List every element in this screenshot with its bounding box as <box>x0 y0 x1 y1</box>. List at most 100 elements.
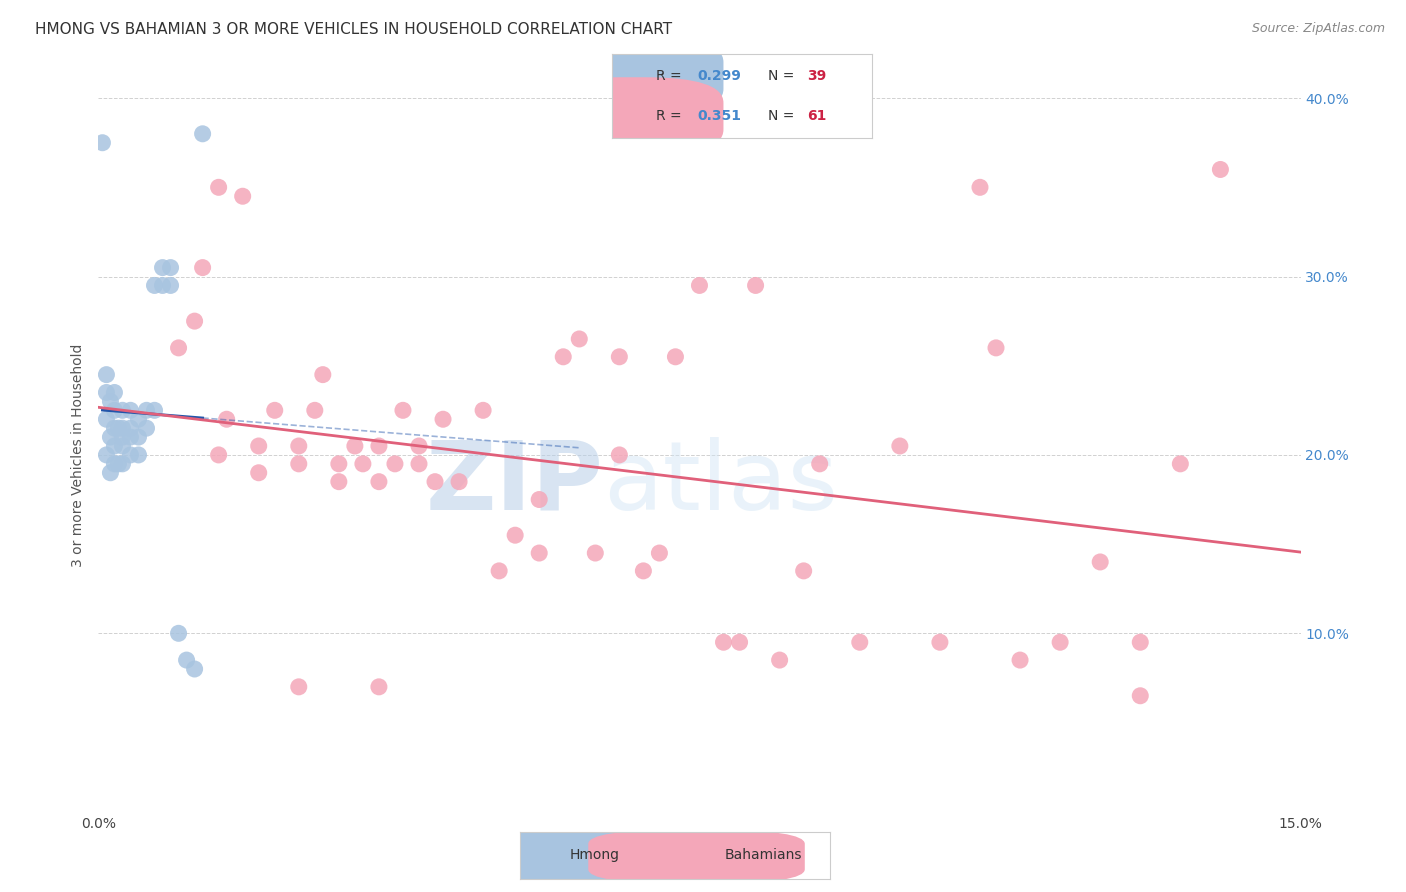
Point <box>648 546 671 560</box>
Text: HMONG VS BAHAMIAN 3 OR MORE VEHICLES IN HOUSEHOLD CORRELATION CHART: HMONG VS BAHAMIAN 3 OR MORE VEHICLES IN … <box>35 22 672 37</box>
Point <box>263 403 285 417</box>
FancyBboxPatch shape <box>433 830 650 883</box>
Point <box>100 394 122 409</box>
Point <box>568 332 591 346</box>
Text: atlas: atlas <box>603 437 838 530</box>
Point <box>288 457 311 471</box>
Text: Source: ZipAtlas.com: Source: ZipAtlas.com <box>1251 22 1385 36</box>
Point <box>135 403 157 417</box>
Point <box>929 635 952 649</box>
Point <box>183 662 205 676</box>
Point <box>103 439 125 453</box>
Point <box>1129 635 1152 649</box>
Point <box>107 421 129 435</box>
Point <box>159 278 181 293</box>
Point <box>328 457 350 471</box>
Point <box>488 564 510 578</box>
Point <box>1010 653 1032 667</box>
Point <box>713 635 735 649</box>
Point <box>312 368 335 382</box>
Point <box>423 475 446 489</box>
Point <box>96 448 118 462</box>
Text: Hmong: Hmong <box>569 848 620 863</box>
Point <box>176 653 198 667</box>
Point <box>111 439 134 453</box>
Text: 39: 39 <box>807 69 825 83</box>
Point <box>103 457 125 471</box>
Point <box>111 421 134 435</box>
Point <box>247 439 270 453</box>
Point <box>583 546 606 560</box>
Point <box>553 350 575 364</box>
Point <box>128 430 150 444</box>
Point <box>96 385 118 400</box>
Point <box>135 421 157 435</box>
Point <box>107 457 129 471</box>
Point <box>1129 689 1152 703</box>
Point <box>352 457 374 471</box>
Point <box>664 350 686 364</box>
Point <box>232 189 254 203</box>
Point <box>143 278 166 293</box>
Point <box>159 260 181 275</box>
Point <box>167 341 190 355</box>
Text: N =: N = <box>768 109 799 123</box>
Point <box>529 546 551 560</box>
Point <box>368 475 391 489</box>
FancyBboxPatch shape <box>541 37 724 114</box>
Point <box>503 528 526 542</box>
Point <box>969 180 991 194</box>
Point <box>304 403 326 417</box>
Point <box>191 260 214 275</box>
Point <box>889 439 911 453</box>
Point <box>728 635 751 649</box>
Point <box>984 341 1007 355</box>
Point <box>100 430 122 444</box>
Text: Bahamians: Bahamians <box>724 848 801 863</box>
Point <box>343 439 366 453</box>
Point <box>529 492 551 507</box>
Y-axis label: 3 or more Vehicles in Household: 3 or more Vehicles in Household <box>72 343 86 566</box>
Point <box>103 385 125 400</box>
Point <box>432 412 454 426</box>
Point <box>408 457 430 471</box>
Point <box>111 403 134 417</box>
Point <box>96 368 118 382</box>
Point <box>128 412 150 426</box>
Point <box>744 278 766 293</box>
Text: 0.299: 0.299 <box>697 69 741 83</box>
Point <box>120 430 142 444</box>
Point <box>288 439 311 453</box>
Point <box>384 457 406 471</box>
Text: ZIP: ZIP <box>426 437 603 530</box>
Point <box>215 412 238 426</box>
Point <box>152 260 174 275</box>
Point <box>1209 162 1232 177</box>
Point <box>368 680 391 694</box>
Point <box>808 457 831 471</box>
Text: R =: R = <box>655 69 686 83</box>
Point <box>328 475 350 489</box>
Point <box>408 439 430 453</box>
Point <box>100 466 122 480</box>
Point <box>120 403 142 417</box>
Point <box>208 448 231 462</box>
Point <box>191 127 214 141</box>
Text: N =: N = <box>768 69 799 83</box>
Point <box>111 430 134 444</box>
Text: R =: R = <box>655 109 686 123</box>
Point <box>633 564 655 578</box>
Point <box>143 403 166 417</box>
Point <box>96 412 118 426</box>
Point <box>609 448 631 462</box>
Point <box>120 448 142 462</box>
Point <box>128 448 150 462</box>
Point <box>392 403 415 417</box>
Point <box>103 403 125 417</box>
Point <box>111 457 134 471</box>
FancyBboxPatch shape <box>588 830 804 883</box>
Point <box>1049 635 1071 649</box>
Point <box>247 466 270 480</box>
Point <box>91 136 114 150</box>
Point <box>103 421 125 435</box>
